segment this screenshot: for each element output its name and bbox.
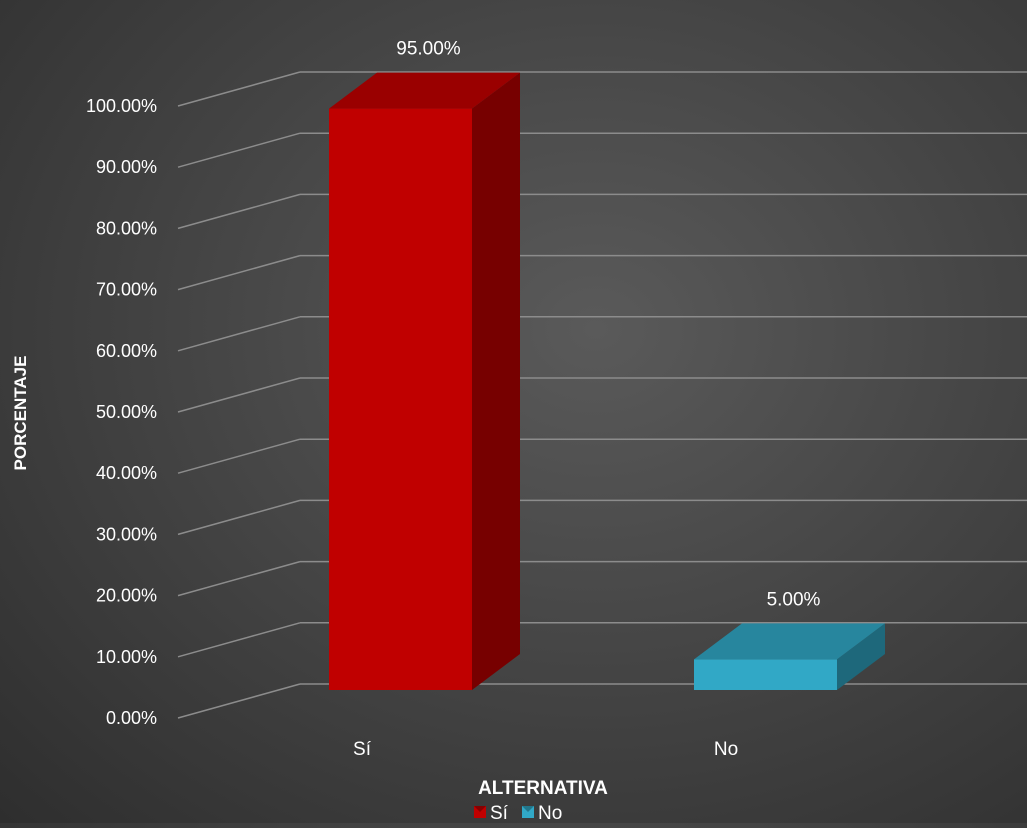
bar-no xyxy=(694,659,837,690)
y-axis-title: PORCENTAJE xyxy=(11,356,30,471)
y-tick-label: 80.00% xyxy=(96,218,157,238)
y-tick-label: 90.00% xyxy=(96,157,157,177)
x-tick-label: No xyxy=(714,739,738,760)
gridline-side xyxy=(177,622,301,658)
gridline-side xyxy=(177,499,301,536)
y-axis-ticks: 0.00% 10.00% 20.00% 30.00% 40.00% 50.00% 60.00… xyxy=(86,96,157,728)
gridlines xyxy=(177,71,1027,719)
bar-side-no xyxy=(837,623,885,690)
y-tick-label: 30.00% xyxy=(96,524,157,544)
bars xyxy=(329,72,885,691)
bar-si xyxy=(329,108,472,691)
legend-swatch-top xyxy=(522,806,534,812)
gridline-side xyxy=(177,254,301,291)
gridline-side xyxy=(177,438,301,474)
y-tick-label: 10.00% xyxy=(96,647,157,667)
data-labels: 95.00% 5.00% xyxy=(396,39,820,611)
gridline-side xyxy=(177,132,301,168)
x-axis-title: ALTERNATIVA xyxy=(478,778,608,799)
legend-label: Sí xyxy=(490,803,509,823)
data-label: 5.00% xyxy=(767,589,821,610)
bar-side-si xyxy=(472,72,520,691)
legend-swatch-top xyxy=(474,806,486,812)
y-tick-label: 50.00% xyxy=(96,402,157,422)
y-tick-label: 70.00% xyxy=(96,280,157,300)
gridline-side xyxy=(177,316,301,352)
gridline-side xyxy=(177,71,301,107)
x-tick-label: Sí xyxy=(353,739,372,760)
y-tick-label: 60.00% xyxy=(96,341,157,361)
data-label: 95.00% xyxy=(396,39,461,60)
bar-top-si xyxy=(329,72,520,109)
y-tick-label: 20.00% xyxy=(96,586,157,606)
y-tick-label: 100.00% xyxy=(86,96,157,116)
gridline-side xyxy=(177,683,301,719)
y-tick-label: 0.00% xyxy=(106,708,157,728)
gridline-side xyxy=(177,377,301,413)
legend-label: No xyxy=(538,803,562,823)
bar-top-no xyxy=(694,623,885,660)
legend: Sí No xyxy=(474,803,562,824)
gridline-side xyxy=(177,193,301,230)
gridline-side xyxy=(177,560,301,597)
y-tick-label: 40.00% xyxy=(96,463,157,483)
x-axis-categories: Sí No xyxy=(353,739,738,760)
